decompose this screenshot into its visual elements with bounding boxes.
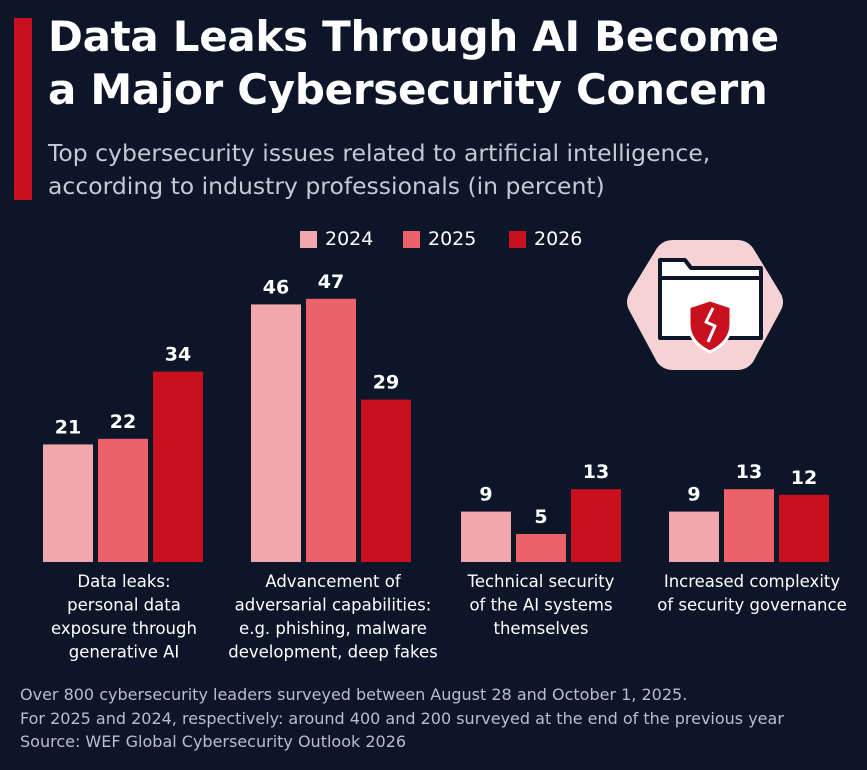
footer-note: For 2025 and 2024, respectively: around … [20,708,784,728]
legend-swatch-2026 [509,231,526,248]
data-label: 22 [110,411,136,433]
bar-2026 [571,489,621,562]
bar-2025 [98,438,148,562]
subtitle-line: according to industry professionals (in … [48,172,605,200]
data-label: 5 [534,506,547,528]
legend-label: 2025 [428,228,477,250]
subtitle-line: Top cybersecurity issues related to arti… [48,139,711,167]
category-label: Data leaks: [77,572,170,591]
category-label: adversarial capabilities: [235,596,432,615]
bar-2024 [669,511,719,562]
bar-2026 [361,399,411,562]
bar-2025 [724,489,774,562]
data-label: 13 [736,461,762,483]
chart-title: Data Leaks Through AI Become a Major Cyb… [48,10,858,116]
data-label: 34 [165,344,191,366]
bar-2025 [306,298,356,562]
bar-2026 [153,371,203,562]
legend-label: 2024 [325,228,374,250]
data-label: 47 [318,271,344,293]
legend: 2024 2025 2026 [0,224,867,254]
bar-2024 [251,304,301,562]
folder-with-broken-shield-icon [627,240,783,370]
data-label: 9 [479,484,492,506]
category-label: Advancement of [265,572,402,591]
category-label: of security governance [657,596,847,615]
title-accent-bar [14,18,32,200]
footer-note: Over 800 cybersecurity leaders surveyed … [20,685,688,704]
category-label: generative AI [69,643,180,662]
data-label: 21 [55,416,81,438]
data-label: 12 [791,467,817,489]
data-label: 46 [263,276,289,298]
legend-swatch-2025 [403,231,420,248]
category-label: Technical security [467,572,615,591]
data-label: 29 [373,372,399,394]
bar-2024 [461,511,511,562]
bar-2025 [516,534,566,562]
category-label: personal data [67,596,181,615]
legend-label: 2026 [534,228,583,250]
title-line: Data Leaks Through AI Become [48,12,779,61]
category-label: development, deep fakes [228,643,437,662]
category-label: Increased complexity [664,572,841,591]
category-label: themselves [494,619,589,638]
bar-2026 [779,494,829,562]
bar-2024 [43,444,93,562]
category-label: e.g. phishing, malware [239,619,427,638]
title-line: a Major Cybersecurity Concern [48,65,768,114]
source-note: Source: WEF Global Cybersecurity Outlook… [20,732,407,751]
data-label: 9 [687,484,700,506]
chart-subtitle: Top cybersecurity issues related to arti… [48,137,858,203]
category-label: exposure through [51,619,197,638]
category-label: of the AI systems [469,596,612,615]
legend-swatch-2024 [300,231,317,248]
chart-footer: Over 800 cybersecurity leaders surveyed … [20,683,860,754]
data-label: 13 [583,461,609,483]
